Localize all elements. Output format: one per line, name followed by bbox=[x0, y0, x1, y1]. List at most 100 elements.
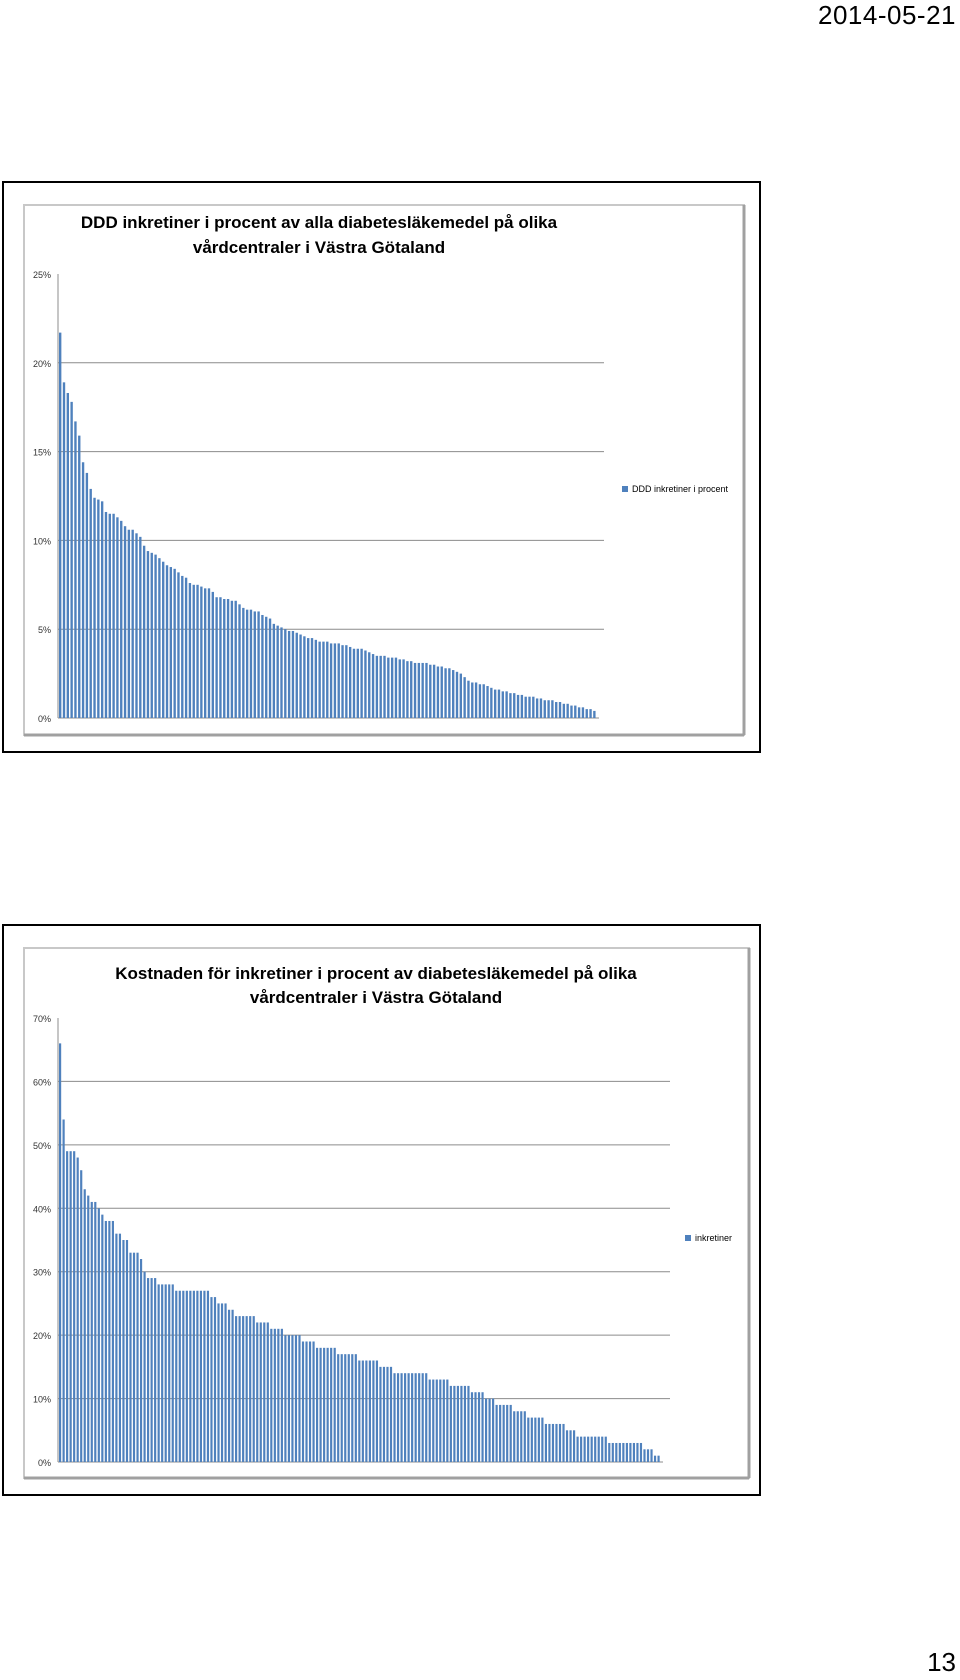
bar bbox=[131, 529, 134, 718]
bar bbox=[345, 645, 348, 718]
bar bbox=[203, 588, 207, 718]
bar bbox=[182, 1290, 185, 1462]
bar bbox=[386, 1366, 389, 1462]
bar bbox=[284, 629, 287, 718]
bar bbox=[368, 1360, 371, 1462]
bar bbox=[157, 1284, 160, 1462]
bar bbox=[116, 517, 119, 718]
bar bbox=[303, 636, 306, 718]
bar bbox=[653, 1455, 657, 1462]
bar bbox=[139, 1259, 143, 1462]
bar bbox=[310, 638, 314, 718]
bar bbox=[502, 1404, 505, 1462]
bar bbox=[294, 1335, 298, 1462]
bar bbox=[273, 1328, 276, 1462]
bar bbox=[224, 1303, 227, 1462]
bar bbox=[523, 1411, 526, 1462]
bar bbox=[570, 705, 573, 718]
y-tick-label: 30% bbox=[33, 1268, 51, 1278]
bar bbox=[375, 655, 379, 718]
legend-swatch bbox=[622, 486, 628, 492]
bar bbox=[326, 641, 329, 718]
bar bbox=[537, 1417, 540, 1462]
bar bbox=[173, 568, 176, 718]
bar bbox=[319, 1347, 322, 1462]
page-number: 13 bbox=[927, 1647, 956, 1677]
bar bbox=[527, 1417, 530, 1462]
bar bbox=[488, 1398, 491, 1462]
bar bbox=[581, 707, 585, 718]
bar bbox=[129, 1252, 132, 1462]
chart-title-line: DDD inkretiner i procent av alla diabete… bbox=[81, 213, 558, 232]
bar bbox=[223, 599, 226, 718]
chart-title-line: vårdcentraler i Västra Götaland bbox=[193, 238, 445, 257]
bar bbox=[238, 604, 241, 718]
bar bbox=[263, 1322, 266, 1462]
bar bbox=[165, 565, 169, 718]
bar bbox=[192, 1290, 195, 1462]
bar bbox=[484, 1398, 488, 1462]
bar bbox=[407, 1373, 410, 1462]
bar bbox=[210, 1297, 213, 1462]
bar bbox=[506, 1404, 509, 1462]
bar bbox=[132, 1252, 136, 1462]
bar bbox=[230, 600, 234, 718]
bar bbox=[154, 554, 157, 718]
bar bbox=[509, 693, 512, 718]
bar bbox=[100, 501, 104, 718]
bar bbox=[622, 1442, 625, 1462]
bar bbox=[558, 1423, 562, 1462]
bar bbox=[528, 696, 531, 718]
bar bbox=[541, 1417, 544, 1462]
bar bbox=[360, 648, 363, 718]
bar bbox=[396, 1373, 400, 1462]
bar bbox=[587, 1436, 590, 1462]
bar bbox=[646, 1449, 650, 1462]
bar bbox=[493, 689, 497, 718]
bar bbox=[382, 1366, 386, 1462]
bar bbox=[298, 1335, 301, 1462]
bar bbox=[83, 1189, 86, 1462]
chart-kostnad-inkretiner: 0% 10% 20% 30% 40% 50% 60% 70% Kostnaden för ink… bbox=[23, 947, 751, 1480]
bar bbox=[467, 1385, 470, 1462]
bar bbox=[406, 661, 409, 718]
bar bbox=[118, 1233, 122, 1462]
bar bbox=[312, 1341, 315, 1462]
bar bbox=[158, 558, 161, 718]
y-tick-label: 60% bbox=[33, 1077, 51, 1087]
bar bbox=[495, 1404, 498, 1462]
bar bbox=[115, 1233, 118, 1462]
bar bbox=[442, 1379, 445, 1462]
bar bbox=[547, 700, 550, 718]
bar bbox=[513, 1411, 516, 1462]
bar bbox=[333, 643, 337, 718]
bar bbox=[322, 641, 325, 718]
bar bbox=[516, 694, 520, 718]
y-tick-label: 0% bbox=[38, 714, 51, 724]
bar bbox=[643, 1449, 646, 1462]
bar bbox=[474, 1392, 477, 1462]
bar bbox=[295, 632, 298, 718]
bar bbox=[200, 586, 203, 718]
bar bbox=[59, 1043, 62, 1462]
bar bbox=[69, 1151, 72, 1462]
chart-ddd-inkretiner: 0% 5% 10% 15% 20% 25% DDD inkretiner i procent… bbox=[23, 204, 746, 737]
bar bbox=[456, 1385, 459, 1462]
bar bbox=[368, 652, 371, 718]
bar bbox=[439, 1379, 442, 1462]
bar bbox=[524, 696, 527, 718]
bar bbox=[252, 1316, 255, 1462]
bar bbox=[337, 1354, 340, 1462]
bar bbox=[432, 664, 436, 718]
bar bbox=[104, 511, 108, 718]
bar bbox=[154, 1278, 157, 1462]
bar bbox=[284, 1335, 287, 1462]
bar bbox=[227, 1309, 231, 1462]
bar bbox=[482, 684, 485, 718]
bar bbox=[265, 616, 268, 718]
bar bbox=[348, 646, 352, 718]
bar bbox=[220, 1303, 224, 1462]
bar bbox=[147, 1278, 150, 1462]
bar bbox=[429, 664, 432, 718]
bar bbox=[402, 659, 405, 718]
